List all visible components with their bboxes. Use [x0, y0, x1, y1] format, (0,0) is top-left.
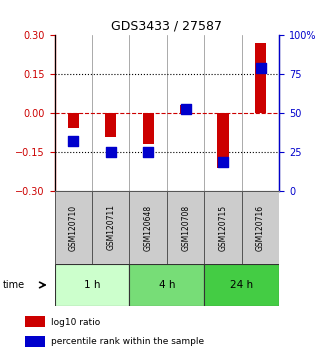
Point	[146, 149, 151, 155]
Bar	[55, 264, 129, 306]
Text: 1 h: 1 h	[84, 280, 100, 290]
Bar	[204, 191, 242, 264]
Text: GSM120648: GSM120648	[144, 204, 153, 251]
Text: GSM120708: GSM120708	[181, 204, 190, 251]
Point	[71, 138, 76, 144]
Point	[108, 149, 113, 155]
Bar	[204, 264, 279, 306]
Bar	[242, 191, 279, 264]
Bar	[92, 191, 129, 264]
Bar	[167, 191, 204, 264]
Bar	[255, 43, 266, 113]
Title: GDS3433 / 27587: GDS3433 / 27587	[111, 20, 222, 33]
Bar	[129, 264, 204, 306]
Bar	[105, 113, 116, 137]
Text: 4 h: 4 h	[159, 280, 175, 290]
Point	[183, 106, 188, 112]
Text: GSM120711: GSM120711	[106, 205, 115, 250]
Bar	[143, 113, 154, 144]
Text: percentile rank within the sample: percentile rank within the sample	[51, 337, 204, 346]
Text: GSM120715: GSM120715	[219, 204, 228, 251]
Point	[221, 159, 226, 164]
Text: GSM120710: GSM120710	[69, 204, 78, 251]
Bar	[129, 191, 167, 264]
Bar	[25, 316, 45, 327]
Text: 24 h: 24 h	[230, 280, 253, 290]
Text: time: time	[3, 280, 25, 290]
Bar	[68, 113, 79, 127]
Bar	[25, 336, 45, 347]
Bar	[180, 105, 191, 113]
Bar	[55, 191, 92, 264]
Text: GSM120716: GSM120716	[256, 204, 265, 251]
Bar	[217, 113, 229, 168]
Text: log10 ratio: log10 ratio	[51, 318, 100, 326]
Point	[258, 65, 263, 71]
